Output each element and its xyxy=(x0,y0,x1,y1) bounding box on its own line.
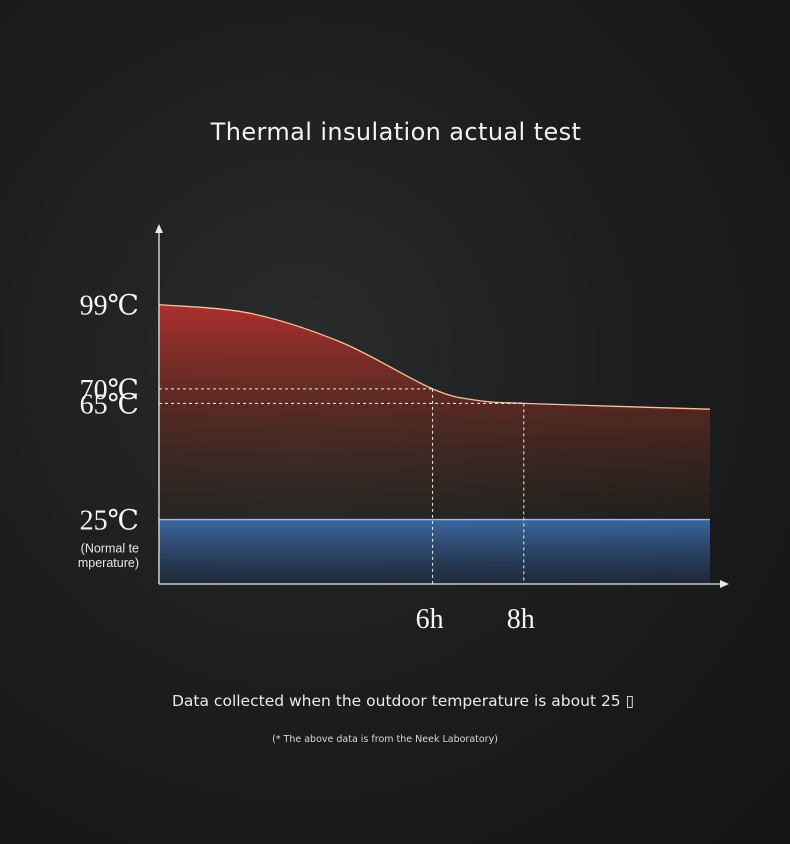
y-label-70: 70℃ xyxy=(80,375,139,406)
normal-temperature-sublabel: (Normal te xyxy=(81,542,139,556)
chart-title: Thermal insulation actual test xyxy=(210,118,582,146)
temperature-curve xyxy=(158,303,711,410)
y-label-25: 25℃ xyxy=(80,506,139,537)
x-tick-label-6h: 6h xyxy=(416,604,444,635)
y-label-65: 65℃ xyxy=(80,389,139,420)
normal-temperature-band xyxy=(159,519,710,584)
hot-temperature-area xyxy=(159,304,710,520)
measurement-note: Data collected when the outdoor temperat… xyxy=(172,692,635,710)
y-axis-arrow xyxy=(155,224,163,233)
normal-temperature-sublabel: mperature) xyxy=(78,556,139,570)
x-tick-label-8h: 8h xyxy=(507,604,535,635)
y-label-99: 99℃ xyxy=(80,291,139,322)
x-axis-arrow xyxy=(720,580,729,588)
data-source-note: (* The above data is from the Neek Labor… xyxy=(272,734,498,745)
